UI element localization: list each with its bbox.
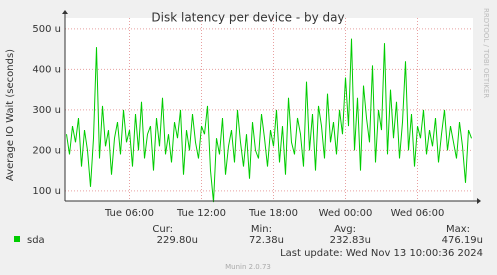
x-tick-label: Tue 18:00 [248,208,298,219]
x-tick-label: Wed 00:00 [319,208,373,219]
x-tick-label: Wed 06:00 [391,208,445,219]
data-line [66,38,472,203]
last-update: Last update: Wed Nov 13 10:00:36 2024 [280,248,483,259]
stat-value: 476.19u [442,235,483,246]
stat-label: Min: [251,224,272,235]
chart-title: Disk latency per device - by day [151,11,344,25]
y-axis-label: Average IO Wait (seconds) [5,49,16,181]
stat-value: 229.80u [157,235,198,246]
x-tick-label: Tue 12:00 [176,208,226,219]
stat-value: 232.83u [330,235,371,246]
stat-label: Max: [446,224,470,235]
stat-label: Avg: [334,224,356,235]
footer: Munin 2.0.73 [225,263,271,271]
x-tick-label: Tue 06:00 [104,208,154,219]
y-tick-label: 100 u [32,186,61,197]
axis-arrow [477,198,481,204]
legend-swatch [14,236,20,242]
legend-label: sda [27,235,45,246]
y-tick-label: 300 u [32,105,61,116]
axis-arrow [62,10,68,14]
y-tick-label: 500 u [32,24,61,35]
y-tick-label: 400 u [32,64,61,75]
watermark: RRDTOOL / TOBI OETIKER [482,8,490,98]
stat-value: 72.38u [249,235,284,246]
stat-label: Cur: [152,224,173,235]
y-tick-label: 200 u [32,145,61,156]
